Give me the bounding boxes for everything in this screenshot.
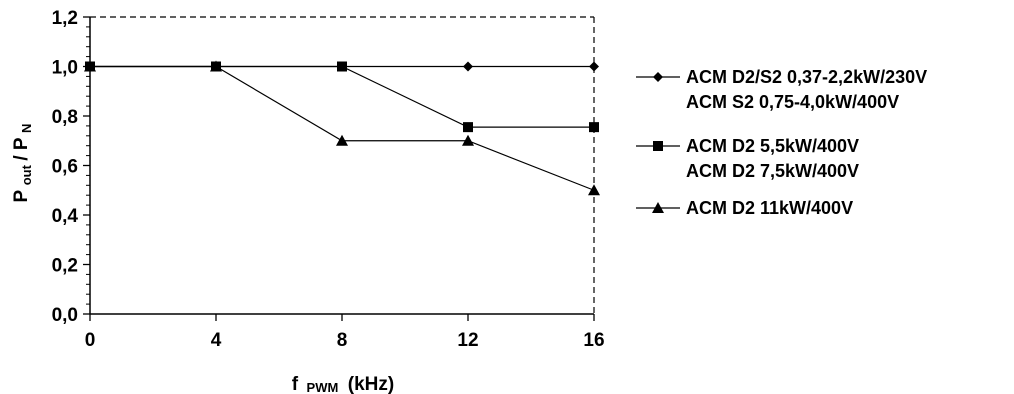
x-axis-title: f PWM (kHz) xyxy=(292,374,394,394)
y-tick-label: 0,6 xyxy=(52,157,78,178)
data-point-triangle xyxy=(84,60,96,72)
y-tick-label: 1,2 xyxy=(52,8,78,29)
legend-marker-diamond xyxy=(653,72,663,82)
y-tick-label: 0,8 xyxy=(52,107,78,128)
data-point-triangle xyxy=(336,134,348,146)
y-axis-title-sub-out: out xyxy=(19,164,34,185)
y-tick-label: 0,2 xyxy=(52,256,78,277)
legend-label: ACM D2/S2 0,37-2,2kW/230V xyxy=(686,67,927,87)
y-tick-label: 0,4 xyxy=(52,206,79,227)
x-tick-label: 12 xyxy=(457,330,478,351)
legend-label: ACM D2 5,5kW/400V xyxy=(686,136,859,156)
legend-label: ACM D2 11kW/400V xyxy=(686,198,853,218)
data-point-diamond xyxy=(463,61,473,72)
y-tick-label: 1,0 xyxy=(52,58,78,79)
data-point-diamond xyxy=(589,61,599,72)
data-point-square xyxy=(463,122,473,133)
data-point-triangle xyxy=(462,134,474,146)
y-tick-label: 0,0 xyxy=(52,305,78,326)
data-point-triangle xyxy=(588,184,600,196)
x-axis-title-main: f xyxy=(292,374,299,394)
y-axis-title-sub-n: N xyxy=(19,124,34,133)
series-line xyxy=(90,65,595,191)
legend-label-line2: ACM D2 7,5kW/400V xyxy=(686,161,859,181)
x-axis-title-sub: PWM xyxy=(307,380,339,394)
x-tick-label: 4 xyxy=(211,330,222,351)
y-axis-title-p: P xyxy=(11,189,32,202)
x-axis-title-tail: (kHz) xyxy=(348,374,394,394)
legend-marker-square xyxy=(653,141,663,151)
legend-marker-triangle xyxy=(652,202,664,213)
series-line xyxy=(90,65,594,128)
legend-label-line2: ACM S2 0,75-4,0kW/400V xyxy=(686,92,899,112)
x-tick-label: 8 xyxy=(337,330,348,351)
data-point-square xyxy=(589,122,599,133)
data-point-square xyxy=(337,61,347,72)
y-axis-title: P out / P N xyxy=(11,124,35,203)
y-axis-title-mid: / P xyxy=(11,137,32,161)
x-tick-label: 16 xyxy=(583,330,604,351)
x-tick-label: 0 xyxy=(85,330,96,351)
data-point-triangle xyxy=(210,60,222,72)
